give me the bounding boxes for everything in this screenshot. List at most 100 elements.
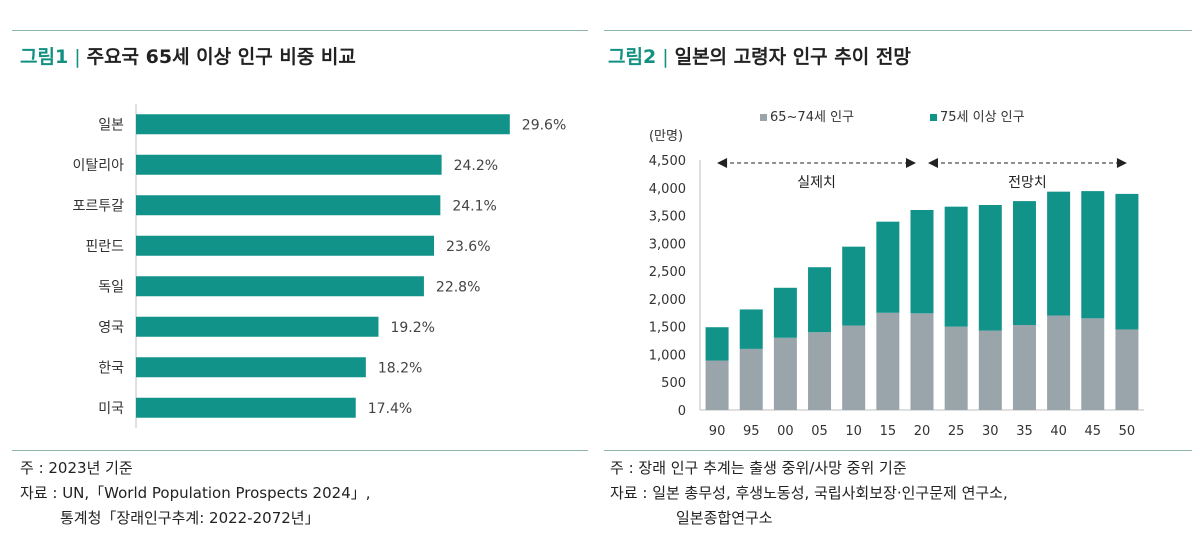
category-label: 영국 — [98, 320, 124, 336]
figure1-bar-chart: 일본 29.6% 이탈리아 24.2% 포르투갈 24.1% 핀란드 23.6% 독일 22.8%… — [72, 104, 566, 428]
bar-75plus-45 — [1081, 191, 1105, 319]
figure1-title: 그림1 | 주요국 65세 이상 인구 비중 비교 — [20, 42, 356, 69]
category-label: 미국 — [98, 401, 124, 417]
x-tick-label: 30 — [982, 424, 999, 439]
bar-75plus-10 — [842, 246, 866, 326]
y-tick-label: 3,500 — [649, 210, 686, 225]
value-label: 24.2% — [454, 158, 498, 174]
bar-75plus-95 — [739, 309, 763, 349]
value-label: 19.2% — [390, 320, 434, 336]
arrowhead-right — [906, 158, 916, 168]
bottom-rule — [604, 450, 1192, 451]
bar-65-74-20 — [910, 313, 934, 410]
figure2-title: 그림2 | 일본의 고령자 인구 추이 전망 — [608, 42, 911, 69]
bar-75plus-05 — [808, 267, 832, 333]
bar-75plus-50 — [1115, 193, 1139, 330]
top-rule — [12, 30, 588, 31]
bar-75plus-20 — [910, 210, 934, 314]
x-tick-label: 95 — [743, 424, 760, 439]
category-label: 핀란드 — [85, 239, 124, 255]
arrowhead-right — [1116, 158, 1127, 168]
y-tick-label: 500 — [661, 376, 686, 391]
figure2-label: 그림2 — [608, 46, 657, 68]
category-label: 독일 — [98, 279, 124, 295]
bar-65-74-50 — [1115, 329, 1139, 410]
figure1-panel: 그림1 | 주요국 65세 이상 인구 비중 비교 일본 29.6% 이탈리아 24.2%… — [0, 0, 596, 542]
figure2-title-text: 일본의 고령자 인구 추이 전망 — [674, 46, 911, 68]
value-label: 22.8% — [436, 279, 480, 295]
legend-label: 65~74세 인구 — [770, 110, 854, 125]
y-axis-unit: (만명) — [649, 129, 683, 144]
x-tick-label: 00 — [777, 424, 794, 439]
figure1-note-basis: 주 : 2023년 기준 — [20, 459, 133, 477]
value-label: 17.4% — [368, 401, 412, 417]
x-tick-label: 20 — [914, 424, 931, 439]
bar-75plus-00 — [773, 287, 797, 338]
bar-65-74-30 — [978, 330, 1002, 410]
title-separator: | — [662, 46, 669, 68]
bar-65-74-35 — [1012, 325, 1036, 410]
x-tick-label: 35 — [1016, 424, 1033, 439]
y-tick-label: 4,500 — [649, 154, 686, 169]
value-label: 29.6% — [522, 117, 566, 133]
value-label: 24.1% — [452, 198, 496, 214]
figure1-label: 그림1 — [20, 46, 69, 68]
bar-75plus-15 — [876, 221, 900, 313]
figure2-stacked-bar-chart: 65~74세 인구 75세 이상 인구(만명)05001,0001,5002,00… — [649, 110, 1144, 439]
bar-2 — [136, 195, 441, 216]
title-separator: | — [74, 46, 81, 68]
bar-75plus-25 — [944, 206, 968, 327]
figure2-note-source: 자료 : 일본 총무성, 후생노동성, 국립사회보장·인구문제 연구소, — [610, 484, 1008, 502]
bar-1 — [136, 154, 442, 175]
arrowhead-left — [717, 158, 728, 168]
value-label: 23.6% — [446, 239, 490, 255]
bar-65-74-90 — [705, 360, 729, 410]
bar-75plus-40 — [1047, 191, 1071, 316]
legend-swatch — [760, 114, 767, 121]
figure2-note-source-cont: 일본종합연구소 — [676, 509, 773, 527]
x-tick-label: 90 — [709, 424, 726, 439]
x-tick-label: 50 — [1119, 424, 1136, 439]
bar-75plus-30 — [978, 205, 1002, 331]
legend-swatch — [930, 114, 937, 121]
figure2-panel: 그림2 | 일본의 고령자 인구 추이 전망 65~74세 인구 75세 이상 인구 (… — [604, 0, 1200, 542]
x-tick-label: 40 — [1050, 424, 1067, 439]
bar-65-74-45 — [1081, 318, 1105, 410]
y-tick-label: 3,000 — [649, 237, 686, 252]
bar-3 — [136, 235, 435, 256]
bar-0 — [136, 114, 510, 135]
figure1-note-source: 자료 : UN,「World Population Prospects 2024… — [20, 484, 371, 502]
bar-6 — [136, 357, 366, 378]
y-tick-label: 2,000 — [649, 293, 686, 308]
x-tick-label: 05 — [811, 424, 828, 439]
top-rule — [604, 30, 1192, 31]
y-tick-label: 1,000 — [649, 348, 686, 363]
bar-65-74-95 — [739, 348, 763, 410]
bar-75plus-35 — [1012, 201, 1036, 325]
y-tick-label: 2,500 — [649, 265, 686, 280]
period-label: 전망치 — [1008, 175, 1047, 191]
bar-65-74-25 — [944, 326, 968, 410]
y-tick-label: 0 — [678, 404, 686, 419]
bar-65-74-00 — [773, 337, 797, 410]
bar-7 — [136, 397, 356, 418]
bar-65-74-15 — [876, 312, 900, 410]
bar-5 — [136, 316, 379, 337]
bar-65-74-40 — [1047, 315, 1071, 410]
figure1-title-text: 주요국 65세 이상 인구 비중 비교 — [86, 46, 356, 68]
bar-65-74-05 — [808, 332, 832, 410]
value-label: 18.2% — [378, 360, 422, 376]
category-label: 일본 — [98, 117, 124, 133]
x-tick-label: 45 — [1084, 424, 1101, 439]
legend-label: 75세 이상 인구 — [940, 110, 1025, 125]
category-label: 포르투갈 — [72, 198, 124, 214]
x-tick-label: 25 — [948, 424, 965, 439]
arrowhead-left — [928, 158, 938, 168]
y-tick-label: 4,000 — [649, 182, 686, 197]
x-tick-label: 10 — [845, 424, 862, 439]
period-label: 실제치 — [797, 175, 836, 191]
category-label: 한국 — [98, 360, 124, 376]
figure2-note-basis: 주 : 장래 인구 추계는 출생 중위/사망 중위 기준 — [610, 459, 907, 477]
figure1-note-source-cont: 통계청「장래인구추계: 2022-2072년」 — [60, 509, 320, 527]
bar-4 — [136, 276, 424, 297]
